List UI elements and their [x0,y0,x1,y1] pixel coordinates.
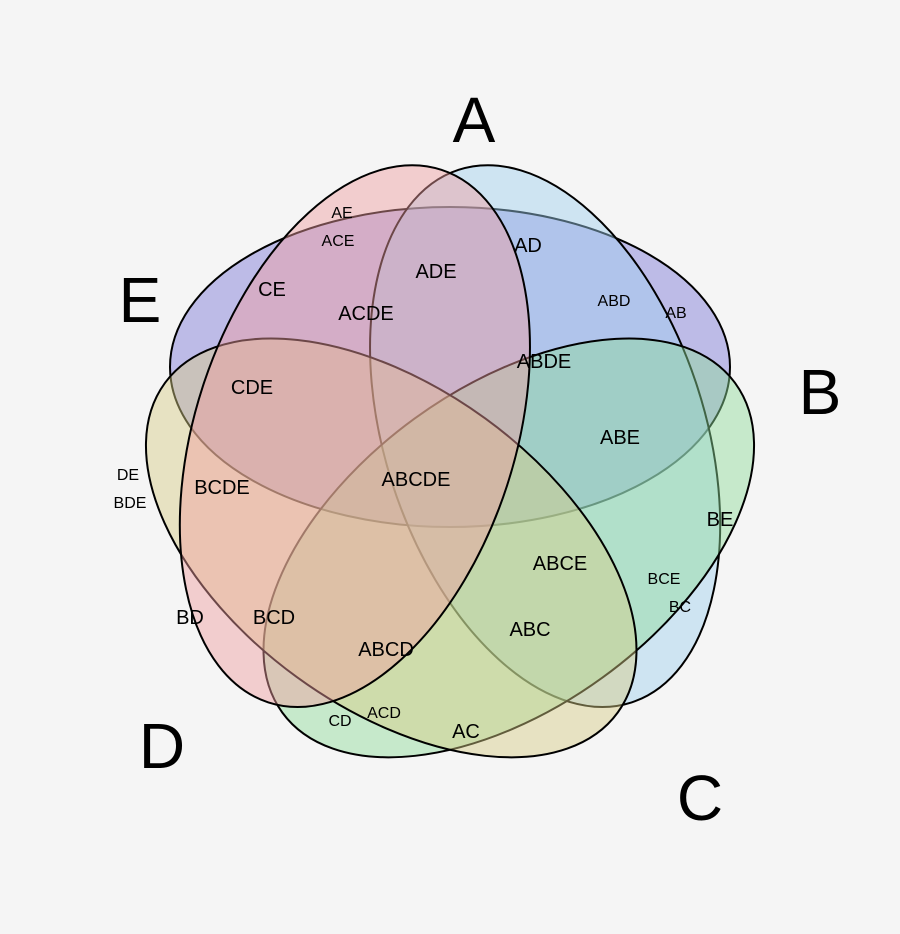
region-label-ade: ADE [415,261,456,283]
set-label-c: C [677,762,723,834]
region-label-abe: ABE [600,427,640,449]
region-label-bcd: BCD [253,607,295,629]
region-label-abcd: ABCD [358,639,414,661]
region-label-cd: CD [328,713,351,730]
set-label-d: D [139,710,185,782]
region-label-abc: ABC [509,619,550,641]
region-label-ce: CE [258,279,286,301]
region-label-bde: BDE [114,495,147,512]
set-label-b: B [799,356,842,428]
region-label-ad: AD [514,235,542,257]
region-label-abcde: ABCDE [382,469,451,491]
region-label-abd: ABD [598,293,631,310]
venn-diagram: ABCDE AEACEADADECEACDEABDABABDECDEABEDEB… [0,0,900,934]
region-label-cde: CDE [231,377,273,399]
region-label-bd: BD [176,607,204,629]
region-label-abce: ABCE [533,553,587,575]
region-label-ab: AB [665,305,686,322]
region-label-acd: ACD [367,705,401,722]
region-label-ae: AE [331,205,352,222]
region-label-de: DE [117,467,139,484]
region-label-bcde: BCDE [194,477,250,499]
region-label-abde: ABDE [517,351,571,373]
set-label-a: A [453,84,496,156]
region-label-acde: ACDE [338,303,394,325]
region-label-be: BE [707,509,734,531]
region-label-bc: BC [669,599,691,616]
region-label-bce: BCE [648,571,681,588]
set-label-e: E [119,264,162,336]
region-label-ac: AC [452,721,480,743]
region-label-ace: ACE [322,233,355,250]
